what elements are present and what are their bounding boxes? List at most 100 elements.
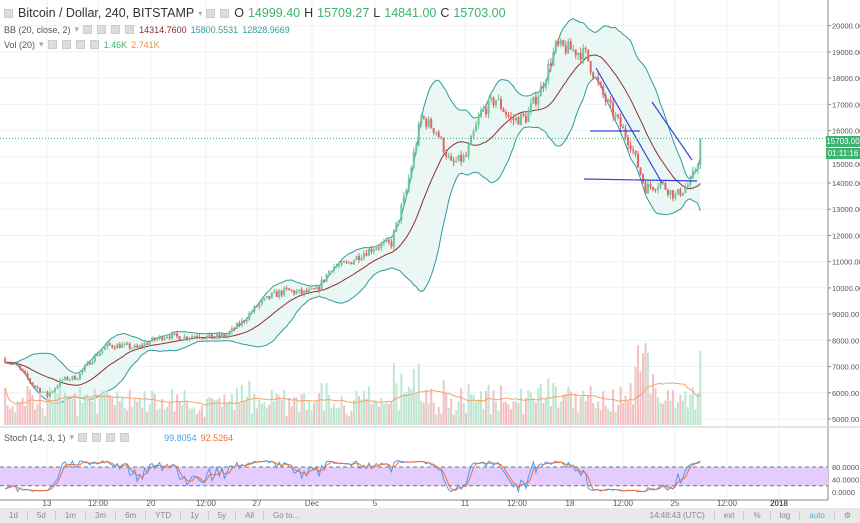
candle-body (163, 337, 166, 340)
volume-bar (103, 391, 106, 425)
price-axis-label: 18000.00 (832, 74, 860, 83)
range-ytd[interactable]: YTD (146, 511, 182, 520)
candle-body (442, 138, 445, 152)
volume-bar (181, 405, 184, 425)
range-5y[interactable]: 5y (209, 511, 237, 520)
volume-bar (365, 398, 368, 425)
range-3m[interactable]: 3m (86, 511, 117, 520)
candle-body (450, 156, 453, 161)
eye-icon[interactable] (83, 25, 93, 34)
eye-icon[interactable] (206, 8, 216, 18)
volume-bar (395, 383, 398, 425)
close-icon[interactable] (120, 433, 130, 442)
volume-bar (465, 412, 468, 425)
candle-body (639, 167, 642, 175)
chevron-down-icon[interactable]: ▾ (198, 8, 203, 18)
volume-bar (290, 406, 293, 425)
log-toggle[interactable]: log (771, 511, 801, 520)
stoch-axis-label: 40.0000 (832, 476, 859, 485)
candle-body (562, 40, 565, 46)
candle-body (345, 262, 348, 264)
time-axis-label: Dec (305, 499, 319, 508)
candle-body (694, 169, 697, 171)
close-icon[interactable] (89, 40, 99, 49)
range-6m[interactable]: 6m (116, 511, 147, 520)
candle-body (330, 270, 333, 272)
candle-body (63, 376, 66, 380)
volume-bar (624, 395, 627, 425)
volume-bar (235, 387, 238, 425)
volume-bar (614, 411, 617, 425)
range-1d[interactable]: 1d (0, 511, 28, 520)
candle-body (250, 311, 253, 314)
time-axis-label: 5 (373, 499, 378, 508)
volume-bar (19, 402, 22, 425)
range-all[interactable]: All (236, 511, 264, 520)
volume-bar (544, 398, 547, 425)
volume-bar (402, 393, 405, 425)
price-chart[interactable]: 13 12:00 20 12:00 27 Dec 5 11 12:00 18 12:00 25 12:0… (0, 0, 860, 508)
candle-body (188, 338, 191, 340)
candle-body (255, 306, 258, 308)
range-5d[interactable]: 5d (28, 511, 56, 520)
volume-bar (452, 414, 455, 425)
candle-body (651, 187, 654, 190)
candle-body (507, 114, 510, 117)
volume-bar (213, 400, 216, 425)
candle-body (492, 97, 495, 106)
candle-body (19, 365, 22, 369)
candle-body (355, 256, 358, 261)
percent-toggle[interactable]: % (744, 511, 771, 520)
eye-icon[interactable] (78, 433, 88, 442)
candle-body (684, 187, 687, 193)
range-1m[interactable]: 1m (56, 511, 86, 520)
candle-body (430, 119, 433, 129)
volume-bar (477, 399, 480, 425)
gear-icon[interactable] (92, 433, 102, 442)
time-axis-label: 11 (461, 499, 470, 508)
close-icon[interactable] (125, 25, 135, 34)
volume-bar (198, 410, 201, 425)
volume-bar (315, 400, 318, 425)
collapse-icon[interactable] (4, 8, 13, 18)
range-1y[interactable]: 1y (181, 511, 209, 520)
plus-icon[interactable] (106, 433, 116, 442)
candle-body (502, 108, 505, 112)
volume-bar (56, 393, 59, 425)
utc-clock[interactable]: 14:48:43 (UTC) (641, 511, 715, 520)
candle-body (116, 344, 119, 349)
ext-toggle[interactable]: ext (715, 511, 745, 520)
volume-bar (146, 412, 149, 425)
volume-bar (502, 401, 505, 425)
goto-button[interactable]: Go to... (272, 511, 300, 520)
candle-body (582, 47, 585, 60)
time-axis-label: 12:00 (507, 499, 528, 508)
volume-bar (684, 391, 687, 425)
volume-bar (220, 406, 223, 425)
volume-bar (86, 394, 89, 425)
time-axis-label: 12:00 (88, 499, 109, 508)
volume-bar (223, 394, 226, 425)
candle-body (158, 336, 161, 339)
plus-icon[interactable] (111, 25, 121, 34)
gear-icon[interactable] (97, 25, 107, 34)
volume-bar (275, 393, 278, 425)
volume-bar (121, 397, 124, 425)
symbol-title[interactable]: Bitcoin / Dollar, 240, BITSTAMP (18, 6, 195, 20)
gear-icon[interactable] (61, 40, 71, 49)
price-axis-label: 13000.00 (832, 205, 860, 214)
gear-icon[interactable] (220, 8, 230, 18)
candle-body (178, 336, 181, 341)
eye-icon[interactable] (47, 40, 57, 49)
volume-bar (283, 390, 286, 425)
settings-gear-icon[interactable]: ⚙ (843, 511, 851, 520)
candle-body (387, 239, 390, 242)
volume-bar (258, 399, 261, 425)
candle-body (258, 303, 261, 307)
candle-body (485, 108, 488, 115)
auto-toggle[interactable]: auto (800, 511, 835, 520)
volume-bar (666, 390, 669, 425)
volume-bar (350, 410, 353, 425)
plus-icon[interactable] (75, 40, 85, 49)
stoch-axis-label: 0.0000 (832, 488, 855, 497)
